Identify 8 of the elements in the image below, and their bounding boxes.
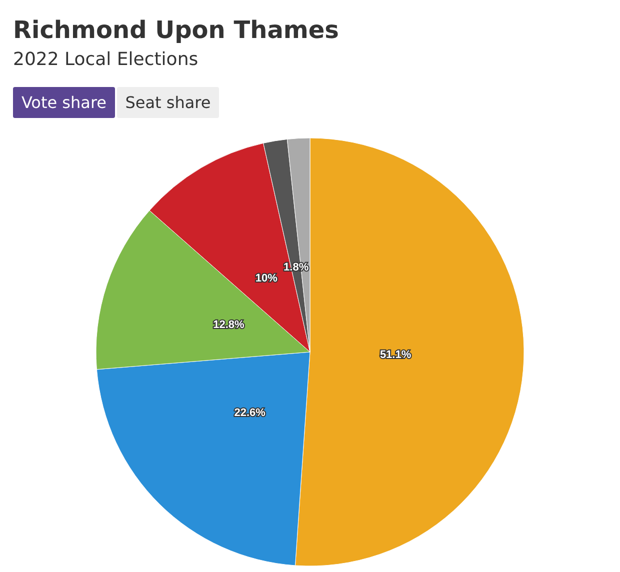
data-label: 51.1% — [380, 348, 412, 361]
chart-subtitle: 2022 Local Elections — [13, 49, 198, 70]
toggle-button: Seat share — [117, 87, 219, 118]
data-label: 22.6% — [234, 406, 266, 419]
toggle-button: Vote share — [13, 87, 115, 118]
data-label: 10% — [255, 272, 278, 284]
data-label: 12.8% — [213, 319, 245, 332]
chart-title: Richmond Upon Thames — [13, 16, 339, 44]
